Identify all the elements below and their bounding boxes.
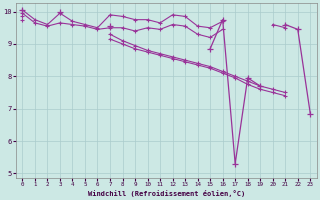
X-axis label: Windchill (Refroidissement éolien,°C): Windchill (Refroidissement éolien,°C) xyxy=(88,190,245,197)
